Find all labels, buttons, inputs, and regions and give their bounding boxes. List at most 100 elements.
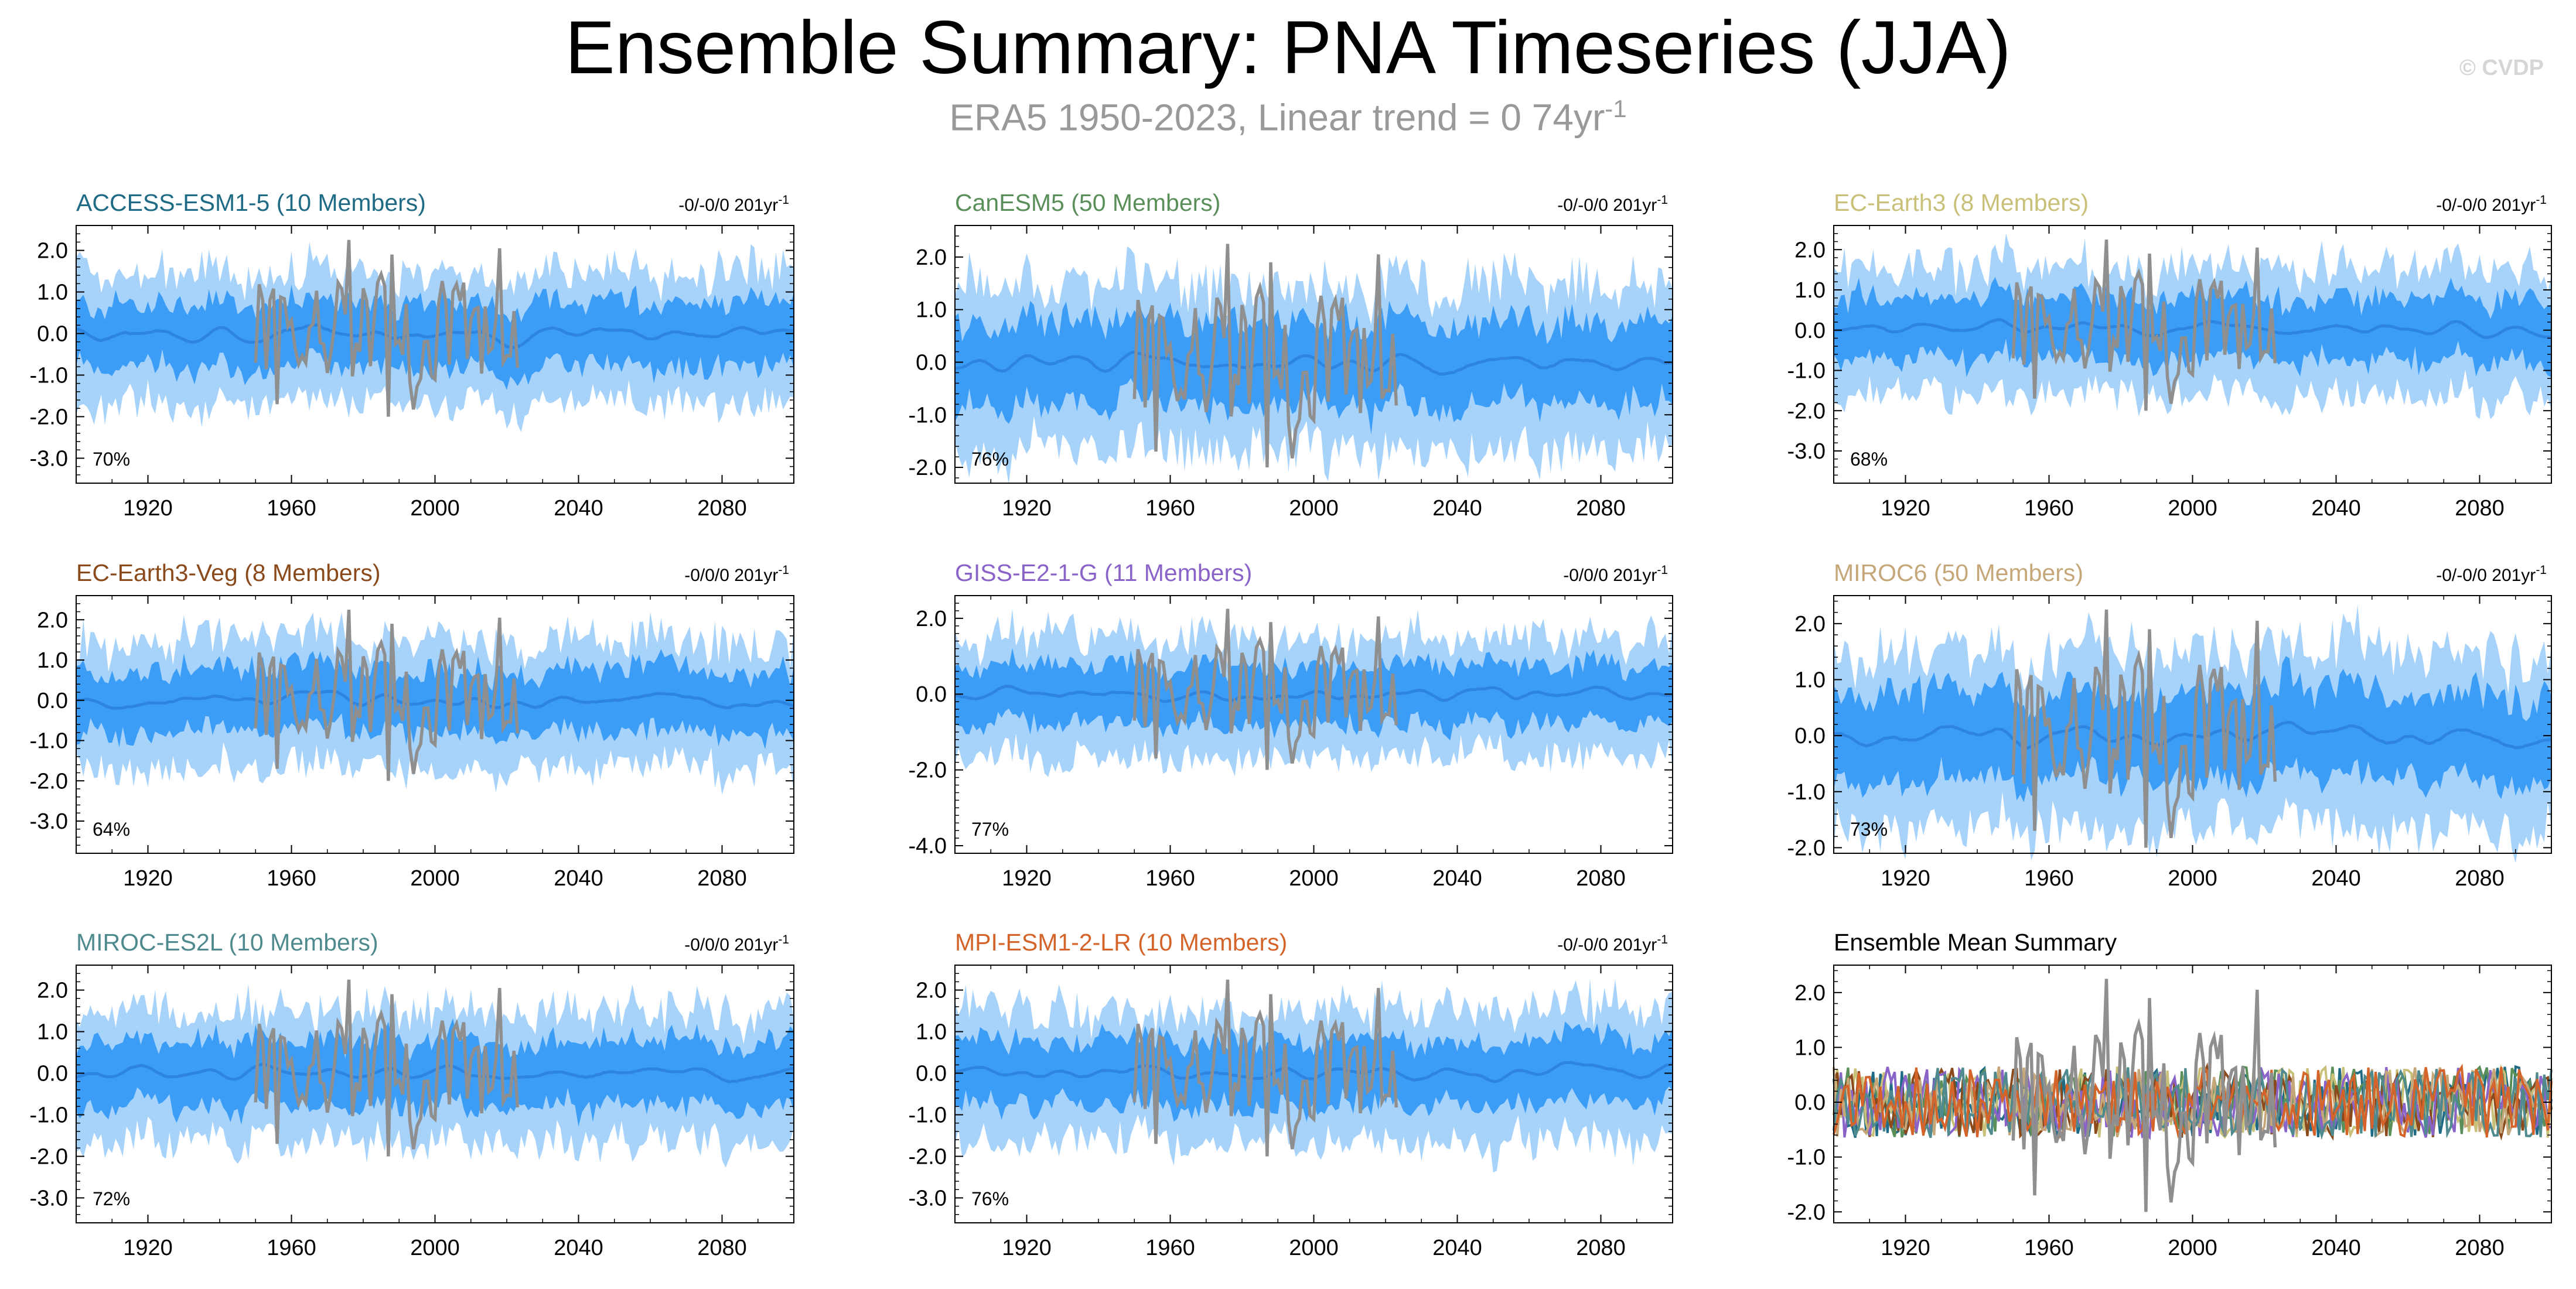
trend-superscript: -1 [2536,563,2547,577]
y-tick-label: 0.0 [916,682,947,707]
y-tick-label: 0.0 [916,350,947,375]
trend-superscript: -1 [1657,563,1668,577]
x-tick-label: 2000 [410,866,460,891]
panel-trend-label: -0/-0/0 201yr-1 [678,193,789,215]
y-tick-label: 0.0 [37,689,68,713]
chart-panel-6: MIROC-ES2L (10 Members) -0/0/0 201yr-1 2.0… [30,929,794,1260]
subtitle-text: ERA5 1950-2023, Linear trend = 0 74yr [949,96,1605,139]
x-tick-label: 2040 [2311,866,2361,891]
x-tick-label: 1960 [267,1236,316,1260]
x-tick-label: 1960 [267,496,316,521]
y-tick-label: 0.0 [37,1062,68,1086]
y-tick-label: 0.0 [1794,724,1826,748]
page-subtitle: ERA5 1950-2023, Linear trend = 0 74yr-1 [0,97,2576,136]
chart-panel-1: CanESM5 (50 Members) -0/-0/0 201yr-1 2.0 1.… [909,189,1673,521]
x-tick-label: 1960 [2024,1236,2074,1260]
observed-series-line [1132,608,1398,770]
y-tick-label: -2.0 [1787,836,1826,860]
ensemble-inner-band [955,648,1673,741]
x-tick-label: 1960 [1145,496,1195,521]
x-tick-label: 2080 [1576,1236,1626,1260]
model-mean-series-4 [1833,1066,2552,1140]
x-tick-label: 1920 [1881,1236,1930,1260]
x-tick-label: 2000 [410,496,460,521]
y-tick-label: -1.0 [30,729,68,754]
ensemble-inner-band [955,300,1673,435]
chart-panel-5: MIROC6 (50 Members) -0/-0/0 201yr-1 2.0 1.0… [1787,559,2552,891]
chart-panel-4: GISS-E2-1-G (11 Members) -0/0/0 201yr-1 2.… [909,559,1673,891]
panel-trend-label: -0/0/0 201yr-1 [684,933,789,955]
y-tick-label: 1.0 [916,298,947,323]
panel-title: MPI-ESM1-2-LR (10 Members) [955,929,1287,956]
x-tick-label: 2000 [2168,496,2217,521]
panel-trend-label: -0/-0/0 201yr-1 [2436,193,2547,215]
y-tick-label: 0.0 [1794,1090,1826,1115]
panel-trend-label: -0/-0/0 201yr-1 [2436,563,2547,585]
y-tick-label: -2.0 [1787,1200,1826,1225]
ensemble-mean-line [76,689,794,710]
x-tick-label: 2080 [2455,866,2505,891]
x-tick-label: 1920 [1881,496,1930,521]
x-tick-label: 1920 [1002,496,1052,521]
x-tick-label: 2080 [1576,496,1626,521]
panel-title: CanESM5 (50 Members) [955,189,1220,216]
panel-title: EC-Earth3 (8 Members) [1834,189,2089,216]
x-tick-label: 2040 [2311,1236,2361,1260]
ensemble-mean-line [954,685,1673,703]
observed-series-line [1132,244,1398,468]
x-tick-label: 2000 [2168,866,2217,891]
ensemble-mean-line [954,1061,1673,1083]
y-tick-label: 1.0 [37,1020,68,1045]
ensemble-mean-line [76,323,794,350]
ensemble-inner-band [76,1018,794,1127]
observed-series-line [254,240,520,417]
y-tick-label: 2.0 [916,607,947,631]
y-tick-label: 2.0 [1794,238,1826,262]
x-tick-label: 2080 [2455,496,2505,521]
y-tick-label: -3.0 [30,446,68,471]
panel-percent-label: 73% [1850,819,1888,840]
panel-title: MIROC-ES2L (10 Members) [76,929,378,956]
panel-trend-label: -0/-0/0 201yr-1 [1557,933,1668,955]
subtitle-superscript: -1 [1605,95,1627,122]
trend-superscript: -1 [778,563,789,577]
y-tick-label: 2.0 [1794,612,1826,637]
y-tick-label: 1.0 [37,648,68,673]
panel-percent-label: 77% [971,819,1009,840]
x-tick-label: 1960 [2024,496,2074,521]
observed-series-line [254,609,520,781]
x-tick-label: 2040 [554,866,603,891]
y-tick-label: -1.0 [909,403,947,428]
panel-title: GISS-E2-1-G (11 Members) [955,559,1252,586]
chart-panel-3: EC-Earth3-Veg (8 Members) -0/0/0 201yr-1 2… [30,559,794,891]
trend-superscript: -1 [1657,193,1668,207]
x-tick-label: 1920 [123,866,173,891]
y-tick-label: -2.0 [30,405,68,429]
panel-percent-label: 64% [93,819,130,840]
x-tick-label: 1920 [123,496,173,521]
ensemble-mean-line [954,350,1673,376]
x-tick-label: 2000 [1289,496,1339,521]
x-tick-label: 2040 [1432,866,1482,891]
x-tick-label: 1960 [1145,866,1195,891]
ensemble-mean-line [76,1062,794,1083]
chart-panel-0: ACCESS-ESM1-5 (10 Members) -0/-0/0 201yr-… [30,189,794,521]
x-tick-label: 1920 [1002,1236,1052,1260]
y-tick-label: 1.0 [916,1020,947,1045]
panel-percent-label: 72% [93,1188,130,1209]
y-tick-label: 1.0 [1794,1035,1826,1060]
observed-series-line [254,979,520,1157]
observed-series-line [2011,609,2277,848]
x-tick-label: 1960 [267,866,316,891]
y-tick-label: -2.0 [909,758,947,783]
panel-percent-label: 76% [971,1188,1009,1209]
y-tick-label: 2.0 [1794,981,1826,1006]
y-tick-label: 0.0 [916,1062,947,1086]
y-tick-label: 2.0 [37,239,68,264]
y-tick-label: -4.0 [909,834,947,859]
observed-series-line [1132,979,1398,1157]
y-tick-label: -3.0 [30,1186,68,1211]
x-tick-label: 2080 [2455,1236,2505,1260]
y-tick-label: 2.0 [916,979,947,1003]
panel-title: ACCESS-ESM1-5 (10 Members) [76,189,426,216]
